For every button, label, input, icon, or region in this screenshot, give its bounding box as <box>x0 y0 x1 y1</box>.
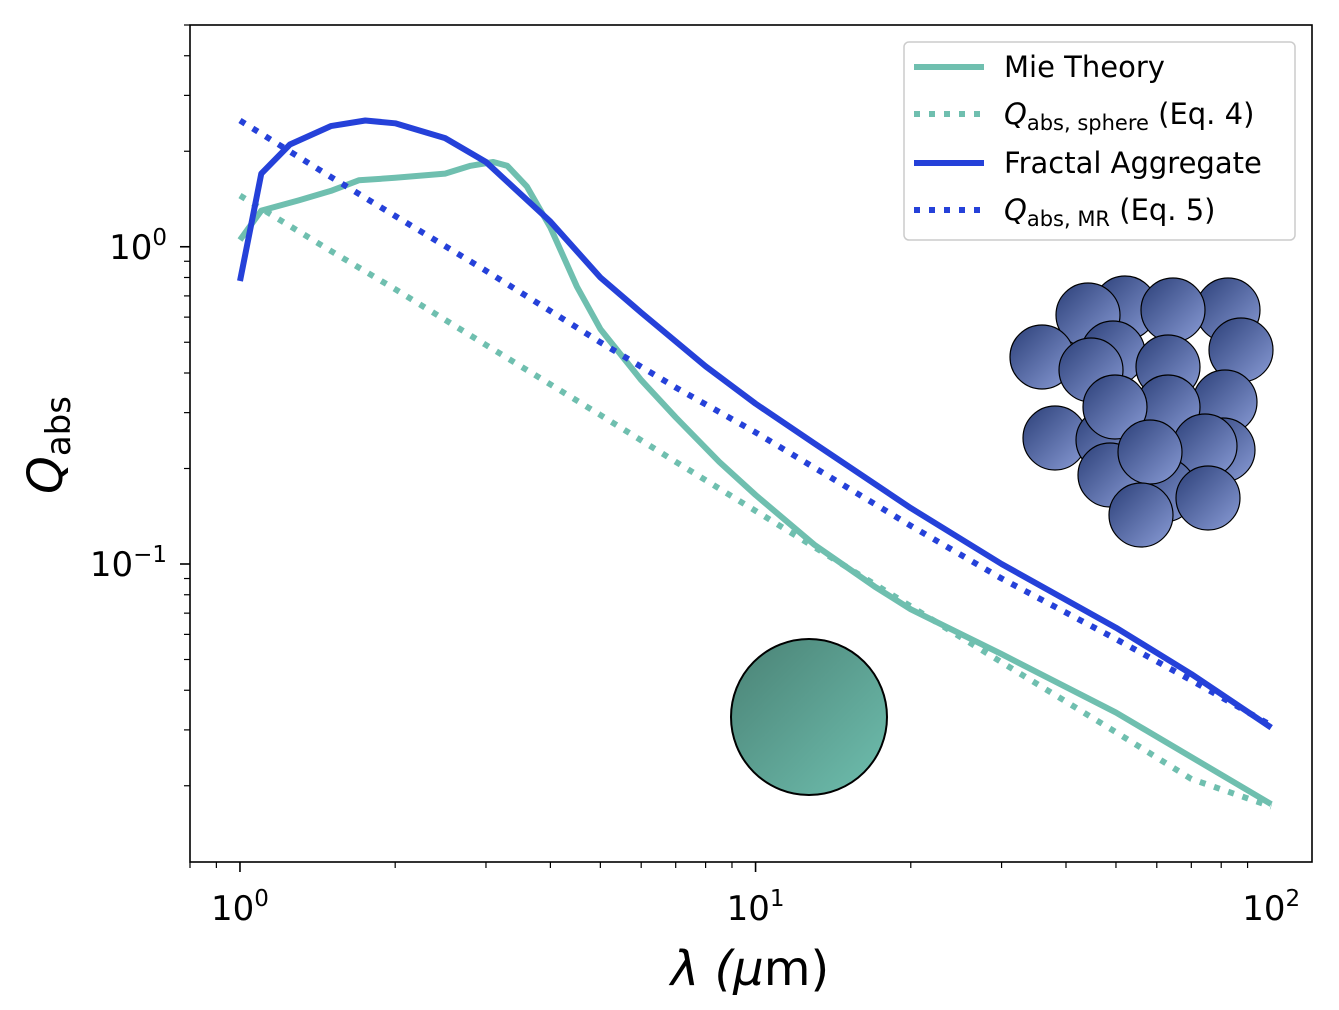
legend: Mie Theory Qabs, sphere (Eq. 4) Fractal … <box>903 41 1296 241</box>
x-axis-label-prefix: λ ( <box>668 941 736 997</box>
legend-label-q-sphere: Qabs, sphere (Eq. 4) <box>1004 97 1254 135</box>
aggregate-monomer <box>1175 465 1241 531</box>
legend-label-mie: Mie Theory <box>1004 50 1165 84</box>
x-tick-label: 100 <box>211 886 269 929</box>
x-axis-label: λ (μm) <box>668 941 829 997</box>
sphere-particle-icon <box>730 638 888 796</box>
aggregate-monomer <box>1082 374 1148 440</box>
x-axis-label-mu: μ <box>732 941 764 997</box>
legend-label-q-mr: Qabs, MR (Eq. 5) <box>1004 193 1216 231</box>
y-tick-label: 100 <box>109 225 167 268</box>
x-axis-label-suffix: m) <box>764 941 829 997</box>
plot-frame <box>189 24 1313 863</box>
series-line-q-sphere <box>238 193 1273 810</box>
fractal-aggregate-icon <box>1009 275 1274 548</box>
legend-label-fractal: Fractal Aggregate <box>1004 146 1262 180</box>
y-axis-label: Qabs <box>18 396 79 494</box>
aggregate-monomer <box>1140 277 1206 343</box>
x-tick-label: 101 <box>727 886 785 929</box>
y-axis-label-sub: abs <box>39 396 79 456</box>
aggregate-monomer <box>1117 419 1183 485</box>
aggregate-monomer <box>1108 482 1174 548</box>
legend-box <box>903 41 1296 241</box>
series-line-fractal <box>237 117 1273 731</box>
x-tick-label: 102 <box>1242 886 1300 929</box>
y-tick-label: 10−1 <box>90 542 167 585</box>
y-axis-label-main: Q <box>18 456 74 494</box>
series-line-q-mr <box>238 117 1273 729</box>
